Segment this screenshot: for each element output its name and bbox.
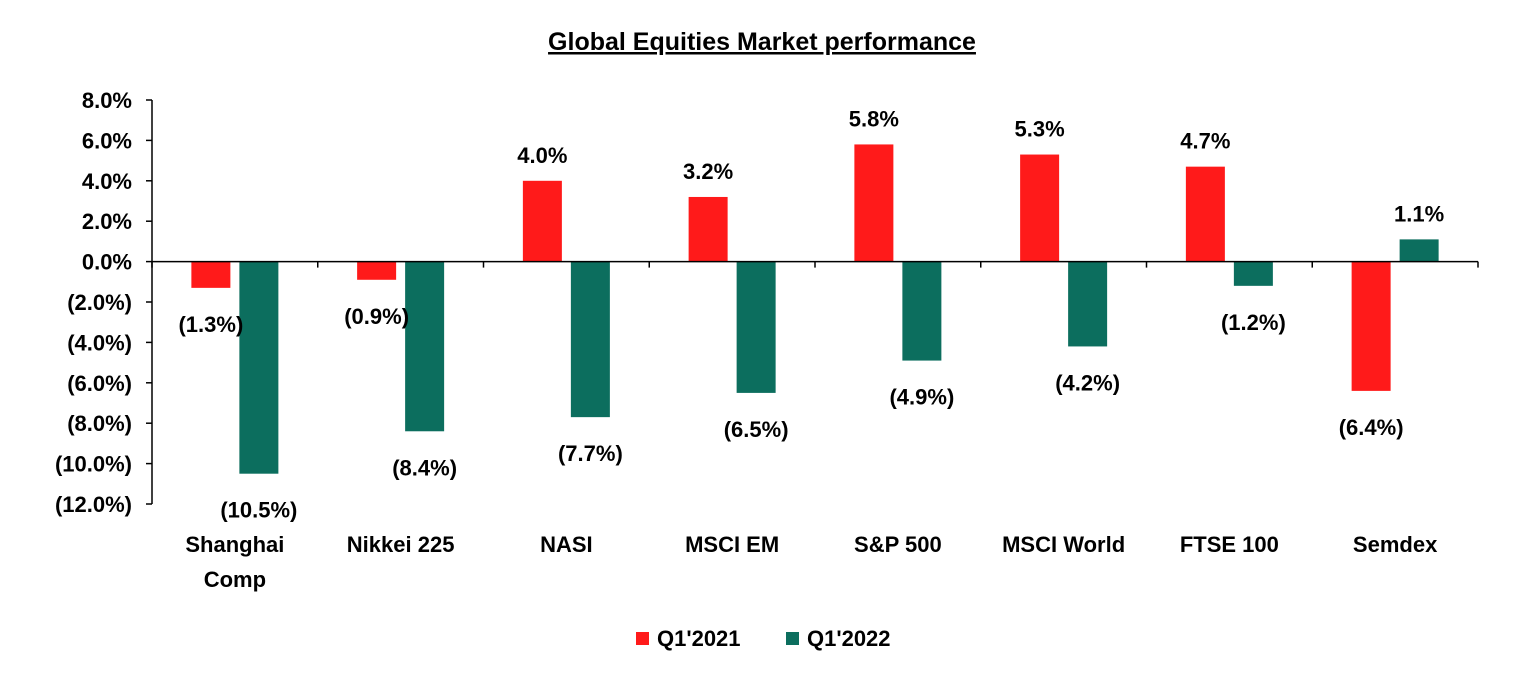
data-label: (8.4%) [392,455,457,480]
data-label: 4.7% [1180,129,1230,154]
y-tick-label: (4.0%) [67,330,132,355]
x-axis: Shanghai Comp Nikkei 225 NASI MSCI EM S&P 500… [151,260,1479,592]
y-tick-label: 6.0% [82,128,132,153]
category-label: S&P 500 [854,532,942,557]
data-label: (6.4%) [1339,415,1404,440]
bar [570,261,610,418]
bar [902,261,942,361]
bar [1233,261,1273,286]
data-labels: (1.3%) (0.9%) 4.0% 3.2% 5.8% 5.3% 4.7% (6.4%) (1… [178,106,1444,522]
data-label: (7.7%) [558,441,623,466]
bar [405,261,445,432]
y-tick-label: (6.0%) [67,371,132,396]
data-label: 5.3% [1015,117,1065,142]
data-label: (1.2%) [1221,310,1286,335]
data-label: (0.9%) [344,304,409,329]
data-label: 5.8% [849,106,899,131]
bar [854,144,894,262]
data-label: 1.1% [1394,201,1444,226]
bar [191,261,231,288]
bar [357,261,397,280]
data-label: 3.2% [683,159,733,184]
y-tick-label: 2.0% [82,209,132,234]
category-label: Shanghai [185,532,284,557]
y-axis: 8.0% 6.0% 4.0% 2.0% 0.0% (2.0%) (4.0%) (6.0%) (8… [55,88,153,517]
bar [688,196,728,262]
y-tick-label: 8.0% [82,88,132,113]
y-tick-label: (10.0%) [55,452,132,477]
y-tick-label: (8.0%) [67,411,132,436]
y-tick-label: (12.0%) [55,492,132,517]
legend: Q1'2021 Q1'2022 [636,626,891,651]
bar [522,180,562,262]
legend-label: Q1'2021 [657,626,741,651]
category-label: Nikkei 225 [347,532,455,557]
data-label: (10.5%) [220,498,297,523]
data-label: (1.3%) [178,312,243,337]
bars [191,144,1439,474]
bar [1399,239,1439,262]
legend-swatch [786,632,799,645]
category-label: Comp [204,567,266,592]
bar [239,261,279,474]
chart-title: Global Equities Market performance [548,28,976,56]
y-tick-label: (2.0%) [67,290,132,315]
legend-label: Q1'2022 [807,626,891,651]
y-tick-label: 4.0% [82,169,132,194]
category-label: MSCI World [1002,532,1125,557]
y-tick-label: 0.0% [82,250,132,275]
data-label: (6.5%) [724,417,789,442]
data-label: (4.2%) [1055,370,1120,395]
bar [1068,261,1108,347]
data-label: 4.0% [517,143,567,168]
bar [1185,166,1225,262]
category-label: FTSE 100 [1180,532,1279,557]
legend-swatch [636,632,649,645]
bar [1020,154,1060,262]
data-label: (4.9%) [889,385,954,410]
category-label: Semdex [1353,532,1438,557]
bar [1351,261,1391,391]
bar [736,261,776,393]
category-label: NASI [540,532,593,557]
category-label: MSCI EM [685,532,779,557]
